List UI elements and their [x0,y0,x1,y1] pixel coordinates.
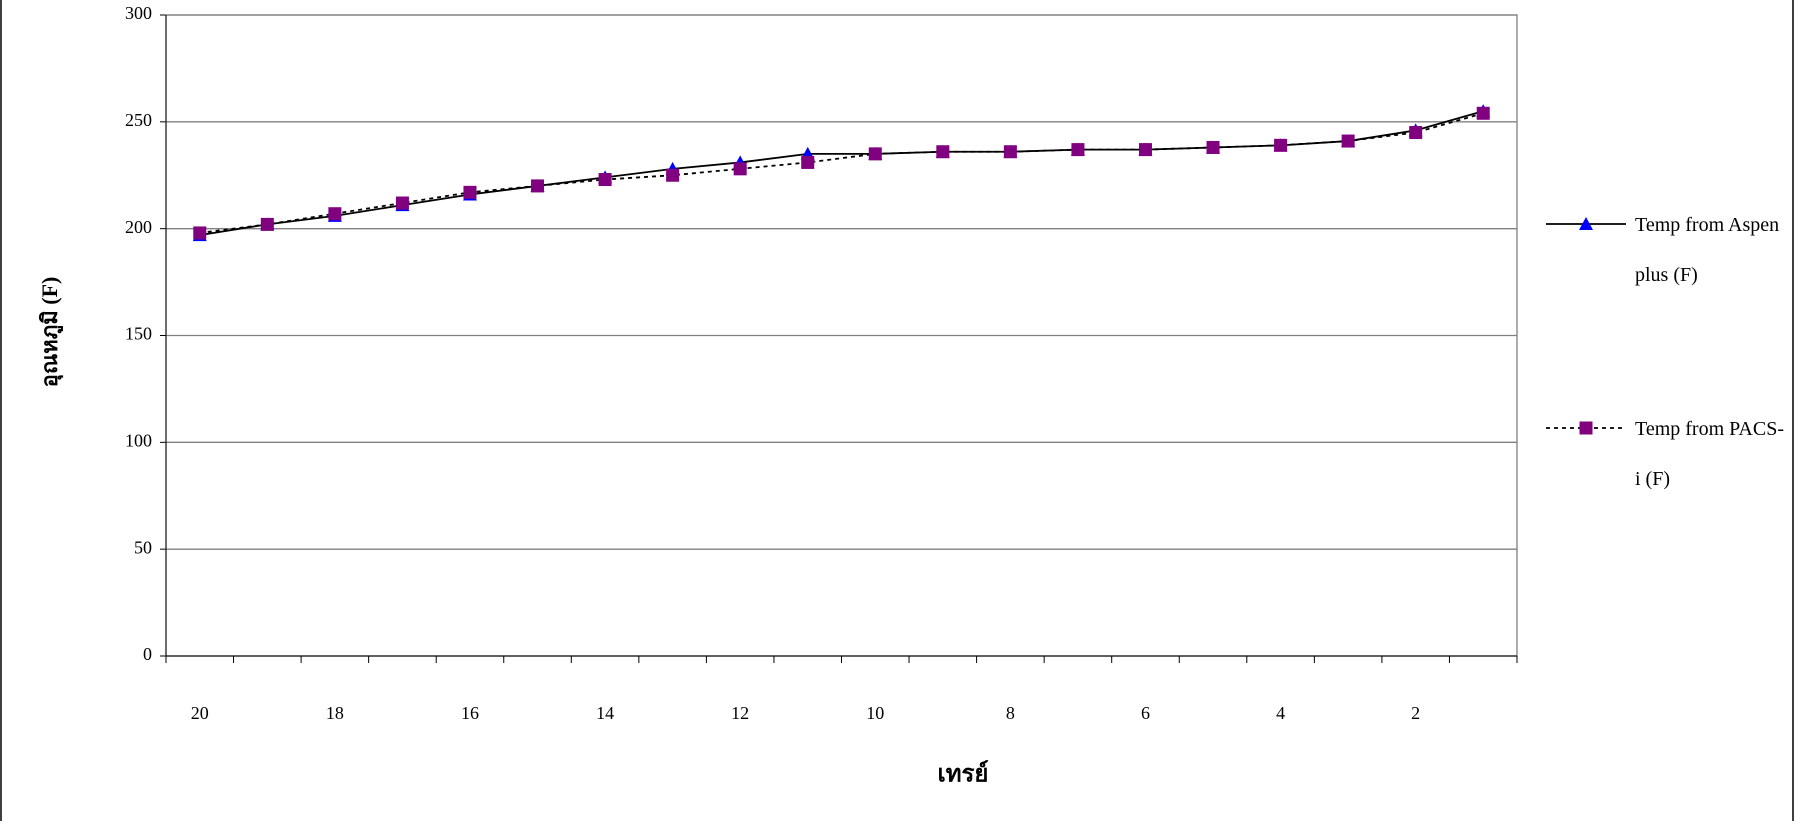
x-tick-label: 12 [731,703,749,723]
marker [1342,135,1355,148]
page: {"chart_data": {"type": "line", "xlabel"… [0,0,1795,821]
marker [1477,107,1490,120]
chart: เทรย์ อุณหภูมิ (F) 0 50 100 150 200 250 300 20 1… [0,0,1795,821]
marker [1207,141,1220,154]
marker [193,226,206,239]
marker [936,145,949,158]
marker [1071,143,1084,156]
marker [396,197,409,210]
y-tick-label: 100 [125,430,152,450]
x-tick-label: 10 [866,703,884,723]
y-tick-label: 0 [143,644,152,664]
marker [666,169,679,182]
marker [463,186,476,199]
x-tick-label: 2 [1411,703,1420,723]
y-tick-label: 250 [125,110,152,130]
x-tick-label: 8 [1006,703,1015,723]
marker [261,218,274,231]
y-tick-label: 50 [134,537,152,557]
frame [1,0,1793,821]
x-tick-label: 16 [461,703,479,723]
x-tick-label: 14 [596,703,614,723]
y-tick-label: 150 [125,324,152,344]
marker [1580,422,1593,435]
legend-label: Temp from Aspen plus (F) [1635,200,1785,300]
y-tick-label: 200 [125,217,152,237]
x-tick-label: 20 [191,703,209,723]
series-line [200,113,1483,233]
marker [531,179,544,192]
legend-label: Temp from PACS-i (F) [1635,404,1785,504]
marker [1139,143,1152,156]
marker [1004,145,1017,158]
marker [734,162,747,175]
y-axis-label: อุณหภูมิ (F) [37,277,64,388]
marker [869,147,882,160]
x-tick-label: 18 [326,703,344,723]
x-tick-label: 6 [1141,703,1150,723]
legend-entry: Temp from Aspen plus (F) [1635,200,1793,310]
marker [801,156,814,169]
y-tick-label: 300 [125,3,152,23]
series-line [200,111,1483,235]
marker [1274,139,1287,152]
marker [328,207,341,220]
marker [1409,126,1422,139]
x-axis-label: เทรย์ [938,760,989,788]
marker [599,173,612,186]
legend-entry: Temp from PACS-i (F) [1635,404,1793,514]
x-tick-label: 4 [1276,703,1285,723]
